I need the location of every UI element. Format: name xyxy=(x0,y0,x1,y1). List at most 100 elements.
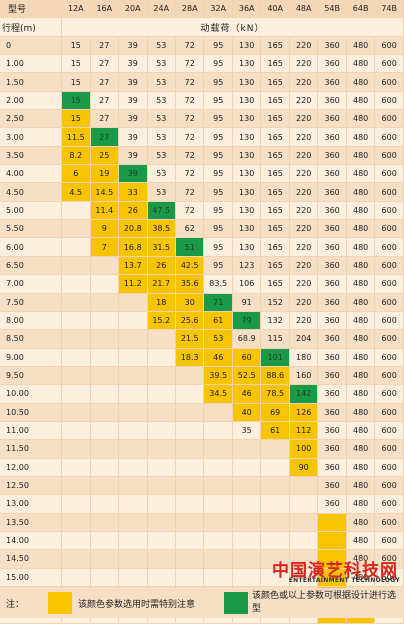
load-cell: 11.4 xyxy=(90,201,120,221)
table-row: 4.50 4.5 14.5 33 53 72 95 130 165 220 360 480 600 xyxy=(0,182,404,202)
load-cell: 26 xyxy=(147,256,176,276)
table-row: 4.00 6 19 39 53 72 95 130 165 220 360 480 600 xyxy=(0,164,404,184)
load-cell: 106 xyxy=(232,274,262,294)
load-cell: 11.5 xyxy=(61,127,91,147)
load-cell: 360 xyxy=(317,476,347,496)
load-cell xyxy=(61,513,91,532)
load-cell: 130 xyxy=(232,91,262,111)
load-cell: 600 xyxy=(374,36,404,56)
load-cell xyxy=(147,568,176,588)
load-cell: 130 xyxy=(232,164,262,184)
load-cell: 360 xyxy=(317,237,347,257)
load-cell: 360 xyxy=(317,256,347,276)
model-header-cell: 28A xyxy=(175,0,205,19)
load-cell xyxy=(90,384,120,404)
load-cell: 13.7 xyxy=(118,256,148,276)
stroke-cell: 9.00 xyxy=(0,348,63,367)
load-cell xyxy=(232,531,262,551)
load-cell: 360 xyxy=(317,329,347,349)
load-cell: 220 xyxy=(289,293,319,312)
load-cell xyxy=(289,531,319,551)
stroke-cell: 2.00 xyxy=(0,91,63,111)
load-cell xyxy=(90,366,120,386)
stroke-cell: 13.50 xyxy=(0,513,63,532)
stroke-cell: 0 xyxy=(0,36,63,56)
load-cell xyxy=(61,568,91,588)
table-row: 12.00 90 360 480 600 xyxy=(0,458,404,477)
table-row: 7.50 18 30 71 91 152 220 360 480 600 xyxy=(0,293,404,312)
load-cell xyxy=(118,568,148,588)
load-cell xyxy=(203,513,233,532)
stroke-cell: 11.50 xyxy=(0,439,63,459)
load-cell xyxy=(260,476,290,496)
table-row: 10.50 40 69 126 360 480 600 xyxy=(0,403,404,422)
load-cell xyxy=(147,476,176,496)
load-cell: 130 xyxy=(232,237,262,257)
load-cell: 39.5 xyxy=(203,366,233,386)
load-cell: 360 xyxy=(317,91,347,111)
load-cell xyxy=(147,329,176,349)
table-row: 5.00 11.4 26 47.5 72 95 130 165 220 360 480 600 xyxy=(0,201,404,221)
load-cell xyxy=(203,458,233,477)
load-cell: 165 xyxy=(260,146,290,166)
load-cell: 600 xyxy=(374,439,404,459)
load-cell xyxy=(175,439,205,459)
load-cell xyxy=(147,549,176,569)
load-cell: 53 xyxy=(147,109,176,129)
load-cell: 220 xyxy=(289,109,319,129)
load-cell: 27 xyxy=(90,36,120,56)
load-cell: 40 xyxy=(232,403,262,422)
load-cell xyxy=(118,311,148,331)
table-row: 3.50 8.2 25 39 53 72 95 130 165 220 360 480 600 xyxy=(0,146,404,166)
stroke-cell: 4.50 xyxy=(0,182,63,202)
load-cell xyxy=(90,531,120,551)
load-cell xyxy=(61,458,91,477)
load-cell: 220 xyxy=(289,274,319,294)
load-cell xyxy=(118,494,148,514)
load-cell: 165 xyxy=(260,274,290,294)
stroke-cell: 9.50 xyxy=(0,366,63,386)
load-cell: 130 xyxy=(232,146,262,166)
model-header-row: 型号 12A 16A 20A 24A 28A 32A 36A 40A 48A 5… xyxy=(0,0,404,19)
load-cell: 27 xyxy=(90,91,120,111)
load-cell xyxy=(260,439,290,459)
load-cell: 95 xyxy=(203,72,233,92)
load-cell xyxy=(61,329,91,349)
load-cell: 220 xyxy=(289,72,319,92)
table-row: 1.00 15 27 39 53 72 95 130 165 220 360 480 600 xyxy=(0,54,404,74)
load-cell: 360 xyxy=(317,36,347,56)
load-cell: 360 xyxy=(317,458,347,477)
load-cell: 600 xyxy=(374,329,404,349)
load-cell: 26 xyxy=(118,201,148,221)
load-cell: 165 xyxy=(260,72,290,92)
load-cell: 360 xyxy=(317,494,347,514)
load-cell xyxy=(232,513,262,532)
load-cell: 360 xyxy=(317,164,347,184)
load-cell: 480 xyxy=(346,421,376,441)
load-cell xyxy=(61,311,91,331)
load-cell: 480 xyxy=(346,182,376,202)
load-cell: 47.5 xyxy=(147,201,176,221)
load-cell: 480 xyxy=(346,494,376,514)
load-cell: 115 xyxy=(260,329,290,349)
load-cell: 21.5 xyxy=(175,329,205,349)
load-cell: 360 xyxy=(317,311,347,331)
load-cell xyxy=(147,348,176,367)
table-row: 11.50 100 360 480 600 xyxy=(0,439,404,459)
load-cell xyxy=(61,494,91,514)
load-cell: 600 xyxy=(374,366,404,386)
load-cell: 78.5 xyxy=(260,384,290,404)
load-cell: 480 xyxy=(346,164,376,184)
table-row: 13.50 480 600 xyxy=(0,513,404,532)
load-cell xyxy=(232,476,262,496)
load-cell: 142 xyxy=(289,384,319,404)
load-cell: 46 xyxy=(232,384,262,404)
load-cell: 220 xyxy=(289,36,319,56)
load-cell xyxy=(90,329,120,349)
load-cell xyxy=(175,531,205,551)
legend-yellow-text: 该颜色参数选用时需特别注意 xyxy=(78,600,196,610)
load-cell: 600 xyxy=(374,293,404,312)
load-cell: 480 xyxy=(346,513,376,532)
load-cell: 480 xyxy=(346,384,376,404)
load-cell: 39 xyxy=(118,91,148,111)
